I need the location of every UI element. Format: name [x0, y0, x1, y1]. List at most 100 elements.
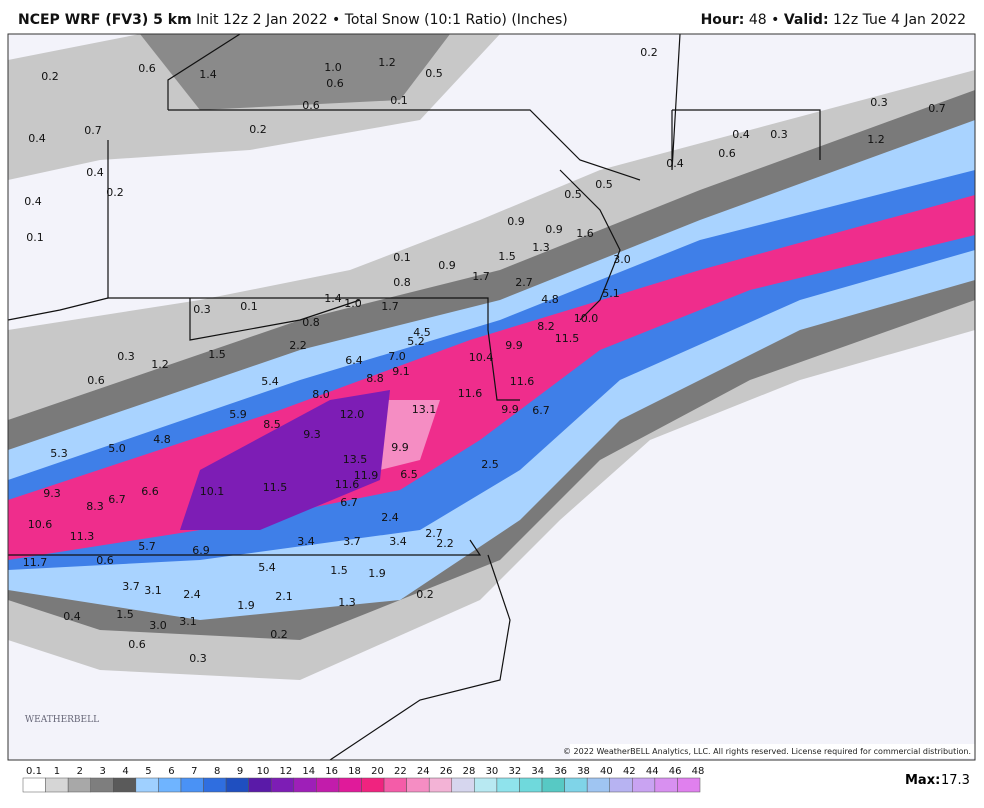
snow-label: 11.6 [335, 478, 360, 491]
snow-label: 3.4 [389, 535, 407, 548]
colorbar-label: 14 [302, 766, 315, 777]
snow-label: 0.2 [106, 186, 124, 199]
snow-label: 0.2 [640, 46, 658, 59]
snow-label: 0.6 [138, 62, 156, 75]
snow-label: 0.1 [26, 231, 44, 244]
snow-label: 10.0 [574, 312, 599, 325]
snow-label: 3.0 [613, 253, 631, 266]
snow-label: 5.7 [138, 540, 156, 553]
colorbar-swatch [67, 777, 91, 793]
snow-label: 0.6 [326, 77, 344, 90]
snow-label: 2.7 [425, 527, 443, 540]
snow-label: 0.4 [28, 132, 46, 145]
snow-label: 5.0 [108, 442, 126, 455]
state-borders [7, 33, 821, 761]
snow-label: 0.9 [507, 215, 525, 228]
snow-label: 1.0 [324, 61, 342, 74]
colorbar-swatch [383, 777, 407, 793]
snow-label: 8.0 [312, 388, 330, 401]
snow-label: 13.1 [412, 403, 437, 416]
description: Init 12z 2 Jan 2022 • Total Snow (10:1 R… [196, 12, 568, 28]
header-left: NCEP WRF (FV3) 5 km Init 12z 2 Jan 2022 … [18, 12, 568, 28]
snow-label: 5.4 [258, 561, 276, 574]
copyright: © 2022 WeatherBELL Analytics, LLC. All r… [563, 747, 971, 756]
snow-label: 0.6 [128, 638, 146, 651]
snow-label: 0.4 [63, 610, 81, 623]
snow-label: 1.5 [330, 564, 348, 577]
snow-label: 6.7 [532, 404, 550, 417]
colorbar-label: 34 [531, 766, 544, 777]
colorbar-swatch [225, 777, 249, 793]
colorbar-swatch [45, 777, 69, 793]
colorbar-swatch [361, 777, 385, 793]
colorbar-swatch [22, 777, 46, 793]
snow-label: 0.1 [393, 251, 411, 264]
snow-label: 1.6 [576, 227, 594, 240]
colorbar-label: 5 [145, 766, 151, 777]
snow-label: 12.0 [340, 408, 365, 421]
snow-label: 0.6 [87, 374, 105, 387]
colorbar-label: 30 [486, 766, 499, 777]
colorbar-swatch [270, 777, 295, 793]
colorbar-swatch [474, 777, 498, 793]
max-value: 17.3 [941, 773, 970, 788]
snow-label: 3.7 [343, 535, 361, 548]
colorbar-swatch [609, 777, 633, 793]
colorbar-label: 44 [646, 766, 659, 777]
snow-label: 5.4 [261, 375, 279, 388]
colorbar-swatch [293, 777, 317, 793]
snow-label: 0.3 [193, 303, 211, 316]
snow-label: 0.4 [732, 128, 750, 141]
hour: 48 • [748, 12, 780, 28]
snow-label: 1.4 [199, 68, 217, 81]
snow-label: 0.3 [117, 350, 135, 363]
snow-label: 11.5 [263, 481, 288, 494]
colorbar-swatch [564, 777, 588, 793]
snow-label: 0.6 [718, 147, 736, 160]
snow-label: 6.9 [192, 544, 210, 557]
snow-label: 4.8 [541, 293, 559, 306]
snow-label: 2.1 [275, 590, 293, 603]
colorbar-swatch [203, 777, 227, 793]
snow-label: 1.3 [338, 596, 356, 609]
snow-label: 0.4 [86, 166, 104, 179]
snow-label: 13.5 [343, 453, 368, 466]
snow-label: 5.2 [407, 335, 425, 348]
colorbar-label: 20 [371, 766, 384, 777]
snow-label: 0.5 [425, 67, 443, 80]
model: NCEP WRF (FV3) 5 km [18, 12, 192, 28]
colorbar-swatch [519, 777, 543, 793]
map-frame [7, 33, 976, 761]
snow-label: 0.5 [564, 188, 582, 201]
snow-label: 11.3 [70, 530, 95, 543]
snow-label: 6.7 [340, 496, 358, 509]
snow-label: 11.5 [555, 332, 580, 345]
snow-label: 8.2 [537, 320, 555, 333]
snow-label: 0.3 [189, 652, 207, 665]
snow-label: 2.2 [289, 339, 307, 352]
snow-label: 10.4 [469, 351, 494, 364]
snow-label: 9.3 [303, 428, 321, 441]
snow-label: 9.3 [43, 487, 61, 500]
snow-label: 8.5 [263, 418, 281, 431]
snow-label: 0.2 [270, 628, 288, 641]
snow-label: 6.7 [108, 493, 126, 506]
snow-label: 0.3 [770, 128, 788, 141]
snow-label: 3.4 [297, 535, 315, 548]
snow-label: 0.3 [870, 96, 888, 109]
snow-label: 1.7 [381, 300, 399, 313]
valid: 12z Tue 4 Jan 2022 [833, 12, 966, 28]
snow-label: 5.9 [229, 408, 247, 421]
snow-label: 6.4 [345, 354, 363, 367]
colorbar: 0.1 1 2 3 4 5 6 7 8 9 10 12 14 16 18 20 22 24 26 28 30 32 34 36… [22, 766, 704, 793]
colorbar-label: 18 [348, 766, 361, 777]
snow-label: 1.2 [378, 56, 396, 69]
colorbar-swatch [496, 777, 520, 793]
colorbar-label: 0.1 [26, 766, 42, 777]
snow-label: 1.3 [532, 241, 550, 254]
snow-label: 0.2 [41, 70, 59, 83]
snow-label: 3.0 [149, 619, 167, 632]
snow-label: 1.9 [237, 599, 255, 612]
snow-label: 6.6 [141, 485, 159, 498]
snow-label: 0.2 [249, 123, 267, 136]
